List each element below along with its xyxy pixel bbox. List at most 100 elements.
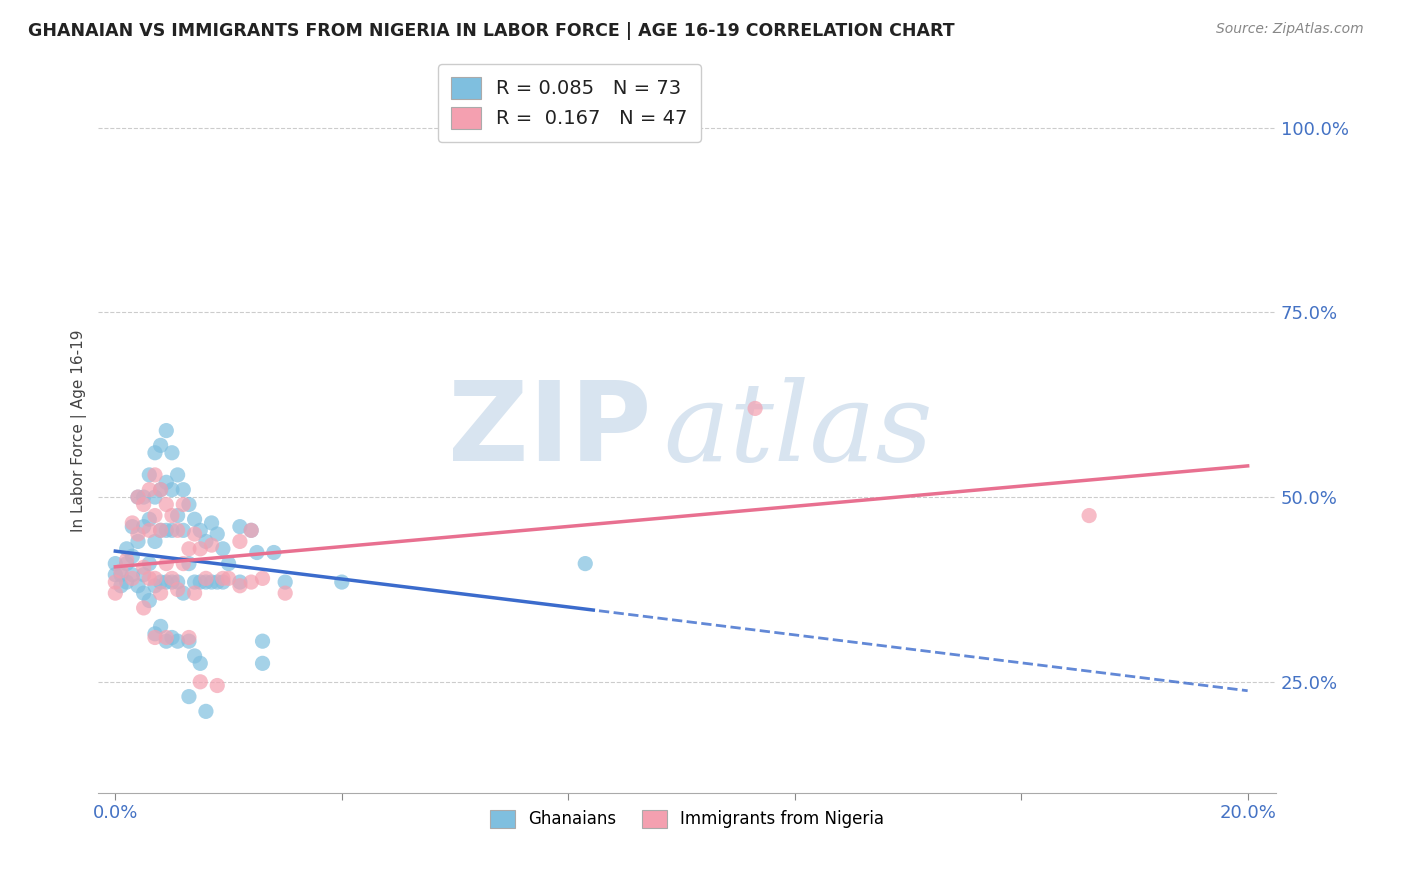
Point [166,524,188,538]
Point [240,575,263,590]
Point [744,401,766,416]
Point [172,557,194,571]
Point [143,446,166,460]
Point [207,679,229,693]
Point [263,545,285,559]
Point [212,571,235,585]
Point [149,619,172,633]
Point [166,634,188,648]
Point [143,467,166,482]
Point [200,538,222,552]
Point [127,527,149,541]
Point [207,527,229,541]
Legend: Ghanaians, Immigrants from Nigeria: Ghanaians, Immigrants from Nigeria [484,803,891,835]
Point [194,705,217,719]
Point [121,516,143,530]
Point [149,575,172,590]
Point [172,483,194,497]
Point [177,631,200,645]
Point [143,571,166,585]
Point [166,508,188,523]
Point [252,657,274,671]
Point [138,571,160,585]
Point [160,575,183,590]
Point [155,475,177,490]
Point [252,634,274,648]
Point [132,498,155,512]
Text: Source: ZipAtlas.com: Source: ZipAtlas.com [1216,22,1364,37]
Text: atlas: atlas [664,376,934,484]
Point [274,575,297,590]
Point [330,575,353,590]
Point [1078,508,1101,523]
Point [143,631,166,645]
Point [188,674,211,689]
Point [149,524,172,538]
Point [127,490,149,504]
Point [138,524,160,538]
Point [104,586,127,600]
Point [160,524,183,538]
Point [149,483,172,497]
Point [177,541,200,556]
Point [212,575,235,590]
Point [177,634,200,648]
Point [155,524,177,538]
Point [240,524,263,538]
Point [110,579,132,593]
Point [149,438,172,452]
Point [155,575,177,590]
Point [229,519,252,533]
Point [132,567,155,582]
Point [172,498,194,512]
Point [218,571,240,585]
Point [183,586,205,600]
Point [166,582,188,597]
Text: GHANAIAN VS IMMIGRANTS FROM NIGERIA IN LABOR FORCE | AGE 16-19 CORRELATION CHART: GHANAIAN VS IMMIGRANTS FROM NIGERIA IN L… [28,22,955,40]
Point [115,541,138,556]
Point [274,586,297,600]
Point [132,560,155,574]
Point [115,557,138,571]
Point [246,545,269,559]
Point [143,534,166,549]
Point [160,508,183,523]
Point [183,512,205,526]
Point [188,575,211,590]
Point [166,575,188,590]
Point [143,579,166,593]
Point [188,657,211,671]
Point [183,648,205,663]
Point [166,467,188,482]
Point [110,567,132,582]
Point [194,575,217,590]
Point [138,557,160,571]
Point [183,575,205,590]
Point [229,575,252,590]
Point [143,508,166,523]
Point [104,575,127,590]
Point [155,634,177,648]
Point [229,579,252,593]
Point [194,571,217,585]
Point [104,567,127,582]
Point [138,467,160,482]
Text: ZIP: ZIP [449,377,652,484]
Point [177,690,200,704]
Point [138,593,160,607]
Point [194,534,217,549]
Point [132,519,155,533]
Point [155,498,177,512]
Point [160,483,183,497]
Point [110,564,132,578]
Point [218,557,240,571]
Point [160,446,183,460]
Point [177,557,200,571]
Point [121,549,143,564]
Point [155,557,177,571]
Point [183,527,205,541]
Point [121,571,143,585]
Point [127,490,149,504]
Point [121,519,143,533]
Point [155,631,177,645]
